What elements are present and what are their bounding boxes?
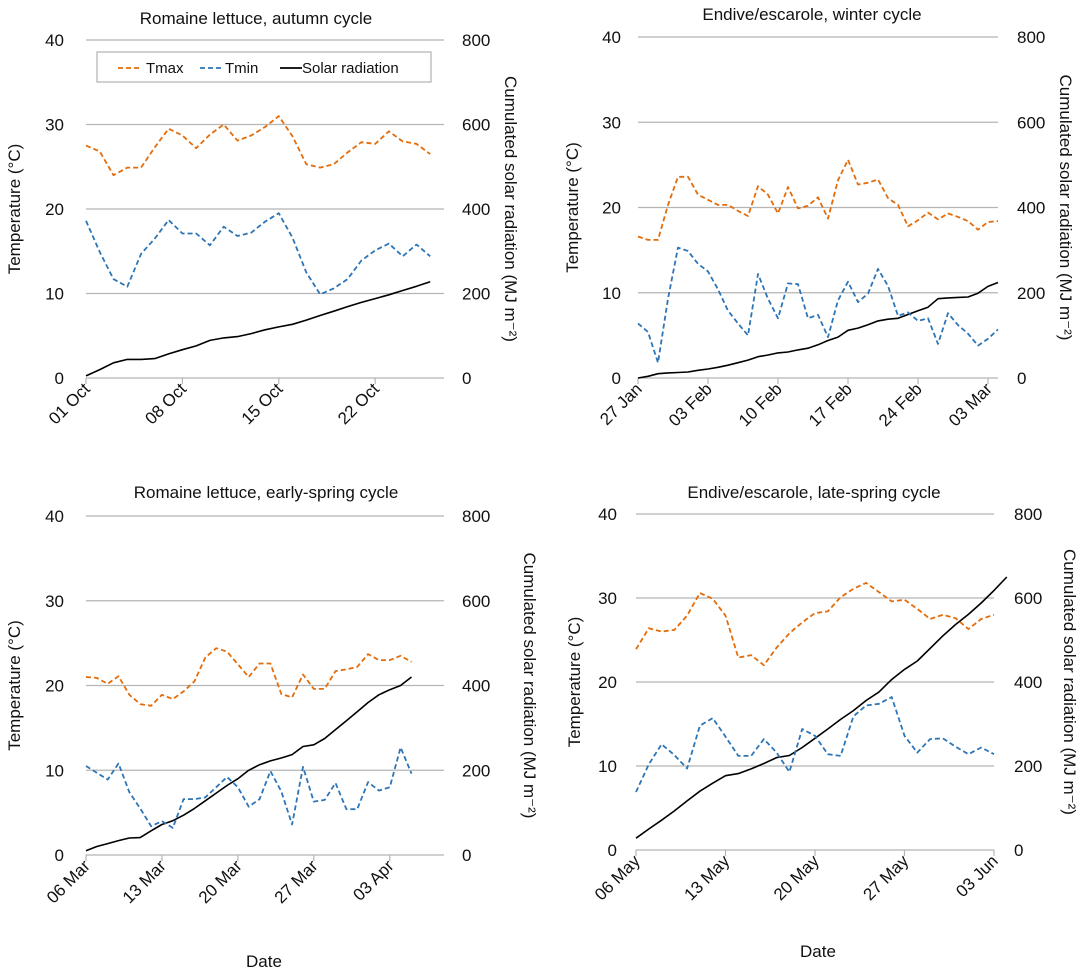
y-tick-label-left: 0 (55, 369, 64, 388)
y-tick-label-left: 10 (602, 284, 621, 303)
panel-endive-winter: 0 0 10 200 20 400 30 600 40 800 27 Jan 03 Feb 10 Feb… (563, 5, 1075, 430)
y-tick-label-left: 40 (45, 507, 64, 526)
legend-label-tmin: Tmin (225, 60, 258, 77)
y-tick-label-left: 10 (45, 761, 64, 780)
x-tick-label: 03 Mar (945, 379, 996, 430)
y-tick-label-right: 800 (462, 507, 490, 526)
x-tick-label: 10 Feb (735, 379, 786, 430)
y-tick-label-right: 200 (1017, 284, 1045, 303)
y-tick-label-left: 0 (55, 846, 64, 865)
y-tick-label-right: 800 (1017, 28, 1045, 47)
y-tick-label-left: 0 (612, 369, 621, 388)
y-tick-label-right: 200 (1014, 757, 1042, 776)
y-tick-label-left: 40 (45, 31, 64, 50)
x-tick-label: 13 May (680, 851, 733, 904)
panel-romaine-early-spring: 0 0 10 200 20 400 30 600 40 800 06 Mar 13 Mar 20 Mar… (5, 483, 539, 907)
series-line-solar-radiation (635, 576, 1008, 839)
y-tick-label-left: 10 (598, 757, 617, 776)
x-axis-label-right: Date (800, 942, 836, 961)
y-tick-label-left: 0 (608, 841, 617, 860)
y-tick-label-right: 0 (462, 846, 471, 865)
y-axis-label-right: Cumulated solar radiation (MJ m⁻²) (501, 76, 520, 342)
panel-endive-late-spring: 0 0 10 200 20 400 30 600 40 800 06 May 13 May 20 May… (565, 483, 1079, 904)
y-axis-label-left: Temperature (°C) (563, 142, 582, 273)
x-tick-label: 27 Mar (271, 856, 322, 907)
series-line-solar-radiation (85, 280, 431, 377)
series-line-tmax (637, 158, 999, 241)
legend-box (96, 51, 432, 83)
y-tick-label-right: 0 (1017, 369, 1026, 388)
series-line-tmax (85, 647, 412, 707)
series-line-tmin (635, 696, 995, 793)
series-line-tmax (635, 582, 995, 667)
x-tick-label: 20 Mar (195, 856, 246, 907)
y-tick-label-right: 400 (462, 677, 490, 696)
y-tick-label-right: 600 (1014, 589, 1042, 608)
x-tick-label: 22 Oct (334, 379, 383, 428)
y-axis-label-right: Cumulated solar radiation (MJ m⁻²) (1056, 75, 1075, 341)
x-tick-label: 01 Oct (45, 379, 94, 428)
series-line-tmin (85, 746, 413, 829)
y-tick-label-right: 600 (1017, 113, 1045, 132)
y-tick-label-right: 800 (1014, 505, 1042, 524)
x-tick-label: 06 May (591, 851, 644, 904)
y-tick-label-left: 40 (598, 505, 617, 524)
y-tick-label-left: 30 (598, 589, 617, 608)
y-axis-label-left: Temperature (°C) (5, 144, 24, 275)
y-tick-label-left: 20 (602, 199, 621, 218)
y-tick-label-right: 400 (1017, 199, 1045, 218)
x-tick-label: 20 May (770, 851, 823, 904)
y-tick-label-left: 40 (602, 28, 621, 47)
y-axis-label-right: Cumulated solar radiation (MJ m⁻²) (1060, 549, 1079, 815)
x-axis-label-left: Date (246, 952, 282, 971)
x-tick-label: 03 Jun (952, 851, 1002, 901)
x-tick-label: 06 Mar (43, 856, 94, 907)
x-tick-label: 24 Feb (875, 379, 926, 430)
y-axis-label-left: Temperature (°C) (565, 617, 584, 748)
y-tick-label-left: 20 (45, 200, 64, 219)
series-line-tmin (637, 246, 999, 364)
y-tick-label-left: 10 (45, 285, 64, 304)
y-tick-label-right: 0 (1014, 841, 1023, 860)
y-tick-label-right: 400 (462, 200, 490, 219)
x-tick-label: 15 Oct (238, 379, 287, 428)
y-tick-label-left: 30 (45, 116, 64, 135)
y-tick-label-right: 200 (462, 761, 490, 780)
x-tick-label: 08 Oct (141, 379, 190, 428)
series-line-solar-radiation (85, 676, 412, 852)
y-tick-label-right: 600 (462, 592, 490, 611)
x-tick-label: 13 Mar (119, 856, 170, 907)
y-tick-label-left: 30 (602, 113, 621, 132)
y-tick-label-right: 200 (462, 285, 490, 304)
legend-label-tmax: Tmax (146, 60, 184, 77)
y-tick-label-right: 0 (462, 369, 471, 388)
chart-title: Endive/escarole, late-spring cycle (687, 483, 940, 502)
x-tick-label: 03 Feb (665, 379, 716, 430)
x-tick-label: 03 Apr (349, 856, 397, 904)
y-axis-label-left: Temperature (°C) (5, 620, 24, 751)
chart-title: Romaine lettuce, early-spring cycle (134, 483, 399, 502)
y-tick-label-left: 20 (598, 673, 617, 692)
y-axis-label-right: Cumulated solar radiation (MJ m⁻²) (520, 553, 539, 819)
legend: Tmax Tmin Solar radiation (96, 51, 432, 83)
y-tick-label-left: 30 (45, 592, 64, 611)
x-tick-label: 17 Feb (805, 379, 856, 430)
chart-title: Endive/escarole, winter cycle (702, 5, 921, 24)
chart-title: Romaine lettuce, autumn cycle (140, 9, 372, 28)
series-line-tmax (85, 115, 431, 177)
series-line-tmin (85, 212, 431, 296)
y-tick-label-right: 400 (1014, 673, 1042, 692)
series-line-solar-radiation (637, 281, 999, 379)
y-tick-label-left: 20 (45, 677, 64, 696)
x-tick-label: 27 May (859, 851, 912, 904)
y-tick-label-right: 600 (462, 116, 490, 135)
x-tick-label: 27 Jan (596, 379, 646, 429)
legend-label-solar-radiation: Solar radiation (302, 60, 399, 77)
y-tick-label-right: 800 (462, 31, 490, 50)
